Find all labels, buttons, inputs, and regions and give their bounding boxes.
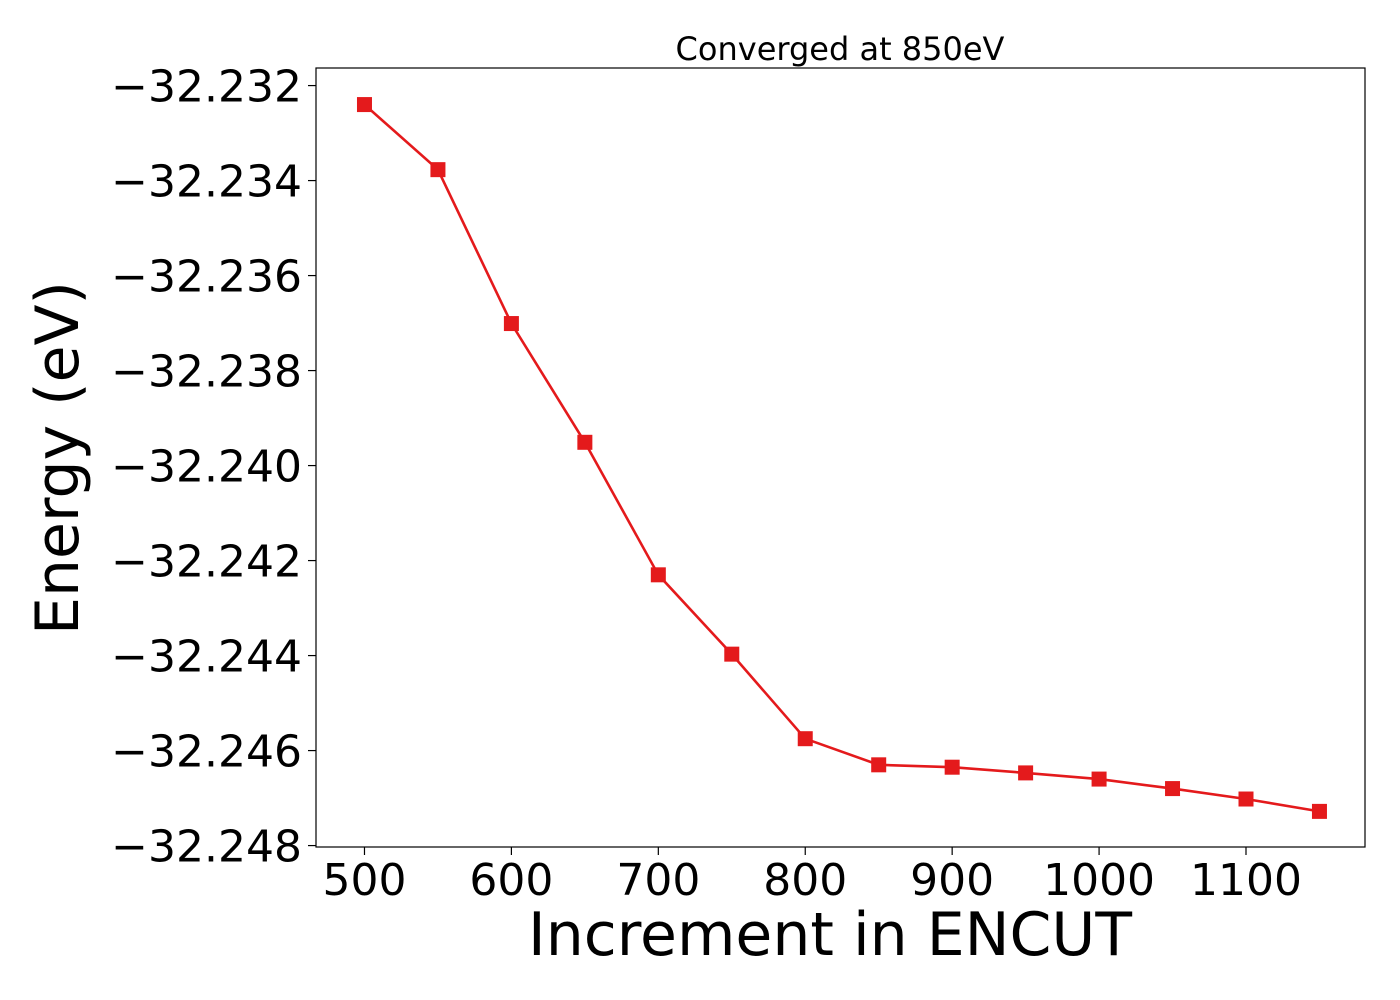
data-point-marker [797,731,813,747]
y-tick-label: −32.238 [111,347,302,398]
data-point-marker [944,759,960,775]
data-point-marker [577,434,593,450]
x-tick-label: 500 [322,855,406,906]
y-axis: −32.232 −32.234 −32.236 −32.238 −32.240 −32.2… [111,62,316,873]
y-tick-label: −32.234 [111,157,302,208]
x-tick-label: 600 [469,855,553,906]
data-point-marker [356,97,372,113]
data-point-marker [1018,765,1034,781]
y-axis-label: Energy (eV) [23,281,93,635]
x-tick-label: 900 [910,855,994,906]
data-point-marker [503,316,519,332]
x-axis-label: Increment in ENCUT [528,900,1132,970]
data-point-marker [871,757,887,773]
x-tick-label: 1000 [1043,855,1155,906]
y-tick-label: −32.240 [111,442,302,493]
data-point-marker [1091,771,1107,787]
x-tick-label: 800 [763,855,847,906]
y-tick-label: −32.236 [111,252,302,303]
plot-frame [315,67,1366,848]
y-tick-label: −32.244 [111,632,302,683]
x-tick-label: 1100 [1190,855,1302,906]
data-point-marker [724,646,740,662]
x-tick-label: 700 [616,855,700,906]
y-tick-label: −32.232 [111,62,302,113]
data-point-marker [650,567,666,583]
plot-area [356,97,1327,819]
series-line [363,103,1320,813]
y-tick-label: −32.246 [111,727,302,778]
y-tick-label: −32.242 [111,537,302,588]
data-point-marker [430,162,446,178]
data-point-marker [1238,791,1254,807]
data-point-marker [1311,803,1327,819]
chart-title: Converged at 850eV [676,30,1005,68]
y-tick-label: −32.248 [111,822,302,873]
data-point-marker [1165,781,1181,797]
x-axis: 500 600 700 800 900 1000 1100 [322,847,1302,906]
